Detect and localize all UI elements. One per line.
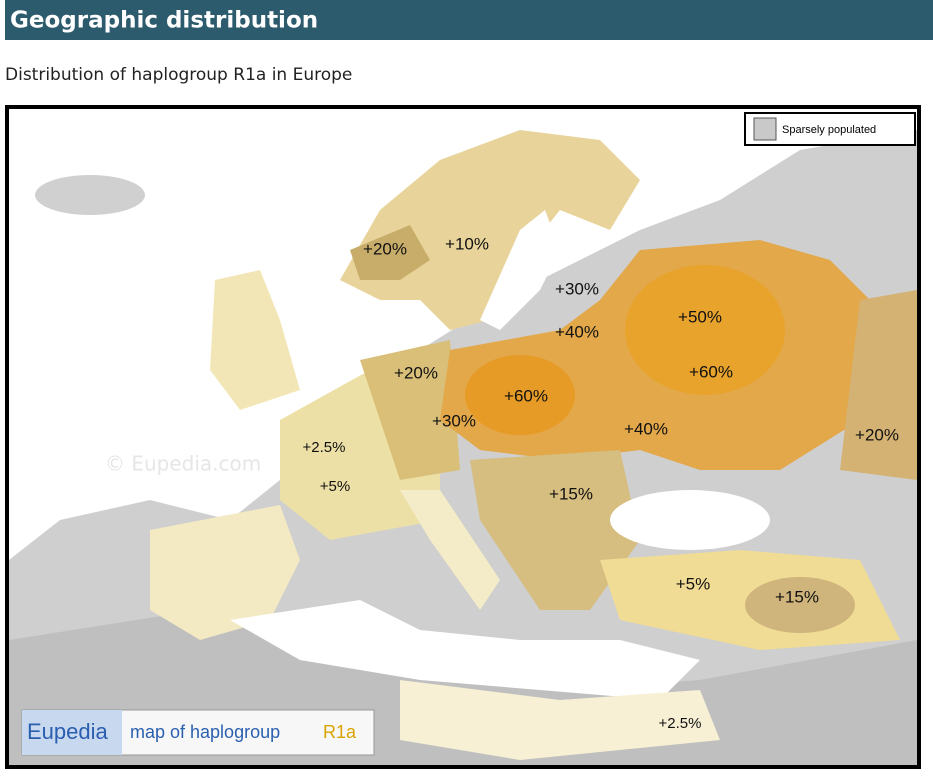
watermark: © Eupedia.com	[105, 452, 261, 476]
urals	[840, 290, 917, 480]
map: © Eupedia.com Sparsely populated +20% +10…	[5, 105, 921, 769]
header-bar	[5, 0, 933, 40]
baltic-sea	[480, 210, 560, 330]
russia-peak	[625, 265, 785, 395]
map-labels: +20% +10% +30% +40% +50% +60% +20% +60% +30% +40%…	[303, 234, 899, 731]
region-label: +2.5%	[659, 715, 702, 732]
region-label: +30%	[555, 279, 599, 298]
poland-peak	[465, 355, 575, 435]
region-label: +15%	[775, 587, 819, 606]
region-label: +2.5%	[303, 439, 346, 456]
logo-haplogroup: R1a	[323, 722, 357, 742]
region-label: +20%	[855, 425, 899, 444]
legend-swatch	[753, 117, 777, 141]
region-label: +60%	[689, 362, 733, 381]
map-frame	[5, 105, 921, 769]
scandinavia	[340, 130, 640, 330]
header-title: Geographic distribution	[10, 8, 318, 34]
iberia	[150, 505, 300, 640]
subtitle: Distribution of haplogroup R1a in Europe	[5, 65, 352, 85]
logo-tint	[22, 710, 122, 755]
black-sea	[610, 490, 770, 550]
region-label: +20%	[394, 363, 438, 382]
region-label: +50%	[678, 307, 722, 326]
iceland	[35, 175, 145, 215]
anatolia-east	[745, 577, 855, 633]
region-label: +40%	[624, 419, 668, 438]
region-label: +20%	[363, 239, 407, 258]
britain	[210, 270, 300, 410]
region-label: +5%	[320, 478, 350, 495]
norway-zone	[350, 225, 430, 280]
libya-egypt	[400, 680, 720, 760]
mediterranean	[230, 600, 700, 700]
legend-label: Sparsely populated	[782, 124, 876, 136]
region-label: +40%	[555, 322, 599, 341]
italy	[400, 490, 500, 610]
region-label: +5%	[676, 574, 711, 593]
region-label: +30%	[432, 411, 476, 430]
logo-text: map of haplogroup	[130, 722, 280, 742]
balkans	[470, 450, 640, 610]
region-label: +60%	[504, 386, 548, 405]
germany	[360, 340, 460, 480]
logo-brand: Eupedia	[27, 719, 109, 744]
region-label: +15%	[549, 484, 593, 503]
region-label: +10%	[445, 234, 489, 253]
